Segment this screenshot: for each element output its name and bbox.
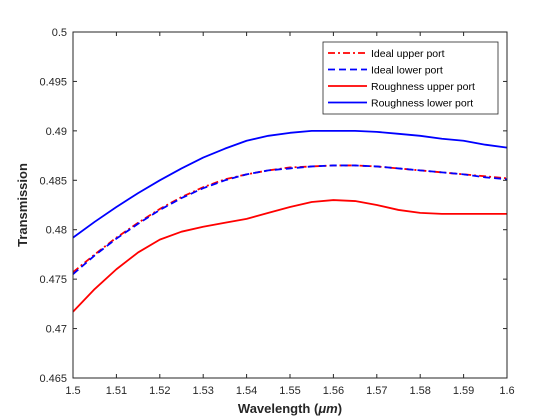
series-line-ideal-lower-port (72, 164, 508, 275)
y-tick-label: 0.5 (52, 27, 67, 39)
x-tick-label: 1.52 (149, 385, 170, 397)
x-tick-label: 1.57 (366, 385, 387, 397)
x-tick-label: 1.54 (236, 385, 257, 397)
y-tick-label: 0.495 (39, 76, 67, 88)
legend-label: Ideal upper port (371, 48, 445, 60)
y-tick-label: 0.465 (39, 373, 67, 385)
series-line-roughness-lower-port (72, 129, 508, 239)
x-axis-unit: μm (317, 401, 338, 416)
x-tick-label: 1.58 (409, 385, 430, 397)
x-tick-label: 1.55 (279, 385, 300, 397)
y-axis-title: Transmission (15, 163, 30, 247)
y-tick-label: 0.48 (46, 225, 67, 237)
legend: Ideal upper port Ideal lower port Roughnes… (322, 41, 499, 115)
legend-label: Roughness upper port (371, 81, 475, 93)
x-tick-label: 1.6 (499, 385, 514, 397)
x-tick-label: 1.56 (323, 385, 344, 397)
x-axis-ticks: 1.5 1.51 1.52 1.53 1.54 1.55 1.56 1.57 1.58 1.59 1… (65, 32, 515, 397)
legend-label: Roughness lower port (371, 98, 473, 110)
series-line-roughness-upper-port (72, 199, 507, 313)
x-tick-label: 1.5 (65, 385, 80, 397)
y-tick-label: 0.485 (39, 175, 67, 187)
y-axis-ticks: 0.465 0.47 0.475 0.48 0.485 0.49 0.495 0.5 (39, 27, 507, 385)
y-tick-label: 0.475 (39, 274, 67, 286)
x-tick-label: 1.59 (453, 385, 474, 397)
series-layer (72, 129, 508, 313)
legend-label: Ideal lower port (371, 65, 443, 77)
x-tick-label: 1.53 (192, 385, 213, 397)
y-tick-label: 0.49 (46, 126, 67, 138)
y-tick-label: 0.47 (46, 324, 67, 336)
x-tick-label: 1.51 (106, 385, 127, 397)
x-axis-title: Wavelength (μm) (238, 401, 342, 416)
